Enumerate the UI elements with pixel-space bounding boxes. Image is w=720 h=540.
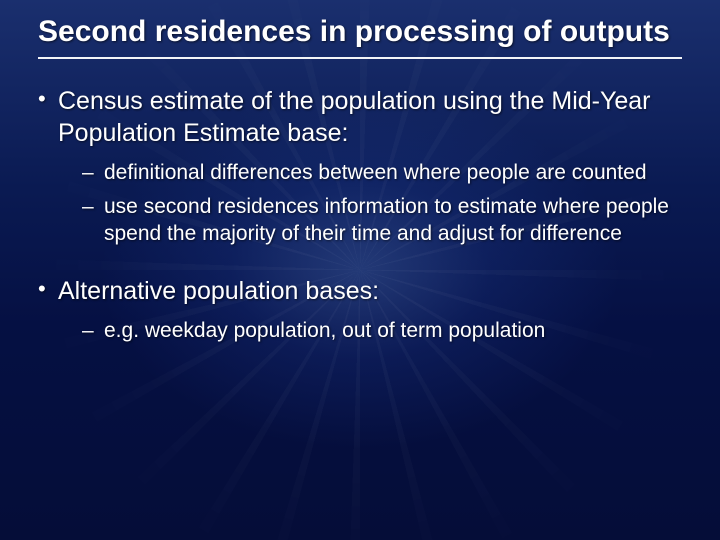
bullet-item: Alternative population bases: e.g. weekd… [38, 275, 682, 344]
bullet-text: Alternative population bases: [58, 277, 379, 305]
sub-bullet-text: e.g. weekday population, out of term pop… [104, 319, 545, 342]
sub-bullet-item: use second residences information to est… [82, 193, 682, 248]
bullet-item: Census estimate of the population using … [38, 85, 682, 247]
slide-title: Second residences in processing of outpu… [38, 14, 682, 49]
sub-bullet-item: e.g. weekday population, out of term pop… [82, 317, 682, 344]
sub-bullet-text: use second residences information to est… [104, 195, 669, 245]
sub-bullet-item: definitional differences between where p… [82, 159, 682, 186]
bullet-list-level2: definitional differences between where p… [58, 159, 682, 247]
slide-body: Census estimate of the population using … [0, 67, 720, 344]
sub-bullet-text: definitional differences between where p… [104, 161, 647, 184]
title-underline [38, 57, 682, 59]
title-block: Second residences in processing of outpu… [0, 0, 720, 67]
bullet-list-level1: Census estimate of the population using … [38, 85, 682, 344]
bullet-list-level2: e.g. weekday population, out of term pop… [58, 317, 682, 344]
bullet-text: Census estimate of the population using … [58, 87, 651, 147]
slide: Second residences in processing of outpu… [0, 0, 720, 540]
